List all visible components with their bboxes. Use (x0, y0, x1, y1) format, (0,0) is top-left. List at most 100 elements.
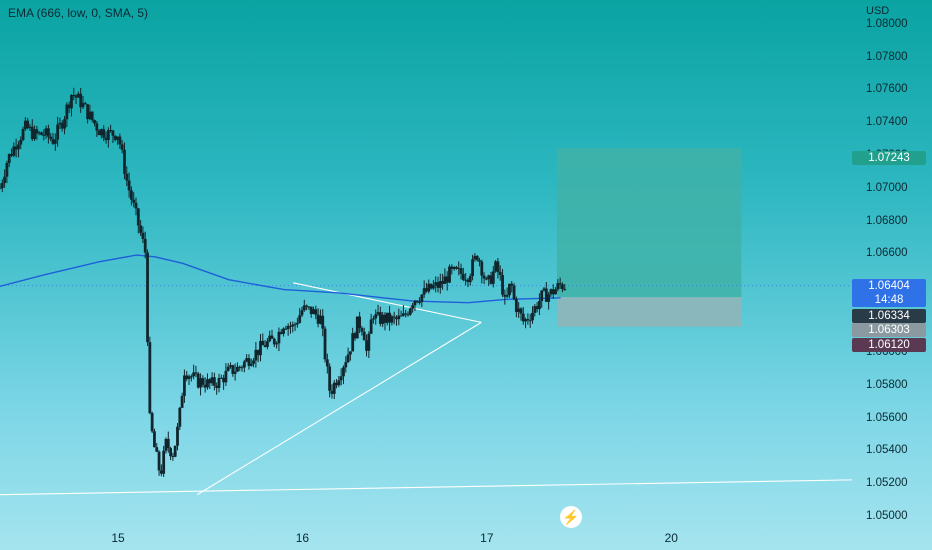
candle-body (342, 367, 345, 377)
candle-body (501, 275, 504, 295)
candle-body (261, 340, 265, 346)
candle-body (270, 335, 274, 339)
candle-body (528, 320, 532, 322)
candle-body (378, 312, 382, 324)
candle-body (42, 134, 46, 136)
y-tick-label: 1.05000 (866, 509, 908, 522)
candle-body (97, 130, 101, 136)
candle-body (300, 310, 304, 316)
candle-body (392, 316, 396, 318)
candle-body (494, 261, 498, 272)
candle-body (0, 187, 2, 189)
candle-body (388, 312, 391, 323)
candle-body (279, 331, 283, 334)
candle-body (367, 333, 371, 351)
candle-body (23, 120, 27, 130)
candle-body (531, 312, 534, 321)
candle-body (498, 271, 502, 276)
x-tick-label: 16 (295, 531, 310, 545)
candle-body (330, 390, 334, 394)
candle-body (328, 366, 332, 391)
candle-body (461, 273, 465, 280)
candle-body (171, 456, 175, 458)
candle-body (473, 255, 477, 260)
indicator-label[interactable]: EMA (666, low, 0, SMA, 5) (8, 6, 149, 20)
candle-body (185, 375, 189, 379)
candle-body (436, 282, 440, 288)
candle-body (238, 366, 242, 368)
candle-body (212, 377, 216, 386)
candle-body (93, 120, 96, 124)
candle-body (217, 378, 221, 388)
candle-body (19, 139, 23, 145)
candle-body (519, 308, 523, 314)
candle-body (49, 136, 53, 140)
candle-body (159, 470, 163, 474)
candle-body (383, 314, 387, 323)
candle-body (249, 363, 253, 366)
candle-body (44, 128, 48, 136)
candle-body (178, 407, 182, 427)
candle-body (116, 136, 119, 140)
candle-body (491, 271, 495, 284)
lightning-icon[interactable]: ⚡ (560, 506, 582, 528)
candle-body (420, 294, 424, 302)
candle-body (295, 322, 299, 325)
candle-body (63, 119, 66, 129)
candle-body (415, 300, 419, 302)
candle-body (431, 285, 435, 289)
candle-body (344, 362, 348, 368)
candle-body (206, 379, 209, 388)
candle-body (411, 305, 415, 309)
candle-body (372, 318, 375, 320)
candle-body (51, 139, 55, 144)
candle-body (199, 378, 202, 388)
candle-body (272, 338, 276, 345)
price-tag-current: 1.06404 14:48 (852, 279, 926, 307)
candle-body (240, 367, 244, 369)
candle-body (157, 451, 161, 471)
candle-body (549, 289, 553, 295)
candle-body (480, 261, 484, 276)
candle-body (489, 275, 493, 284)
candle-body (252, 360, 255, 364)
candle-body (90, 111, 94, 121)
candle-body (282, 328, 285, 334)
candle-body (127, 180, 131, 191)
candle-body (402, 313, 405, 316)
x-tick-label: 15 (111, 531, 125, 545)
candle-body (210, 377, 214, 384)
candle-body (215, 385, 219, 388)
candle-body (268, 335, 272, 342)
candle-body (348, 351, 352, 355)
candle-body (162, 450, 166, 474)
candle-body (517, 308, 521, 312)
candle-body (374, 314, 378, 319)
candle-body (459, 268, 463, 274)
price-tag-stop_gray: 1.06303 (852, 323, 926, 337)
candle-body (76, 93, 80, 98)
candle-body (505, 295, 509, 297)
candle-body (355, 316, 359, 339)
candle-body (231, 365, 235, 374)
trendline (0, 479, 853, 496)
price-tag-value: 1.06334 (868, 310, 910, 322)
candle-body (5, 163, 9, 177)
candle-body (289, 325, 292, 327)
trendline (197, 321, 482, 496)
candle-body (512, 285, 516, 300)
candle-body (443, 276, 447, 284)
price-tag-value: 1.07243 (868, 152, 910, 164)
candle-body (538, 301, 541, 310)
candle-body (346, 354, 350, 363)
candle-body (201, 378, 205, 385)
candle-body (438, 281, 442, 288)
candle-body (164, 438, 168, 451)
price-tag-value: 1.06404 (868, 280, 910, 292)
candle-body (102, 129, 106, 138)
candle-body (83, 103, 87, 105)
candle-body (203, 384, 207, 388)
candle-body (226, 366, 230, 371)
